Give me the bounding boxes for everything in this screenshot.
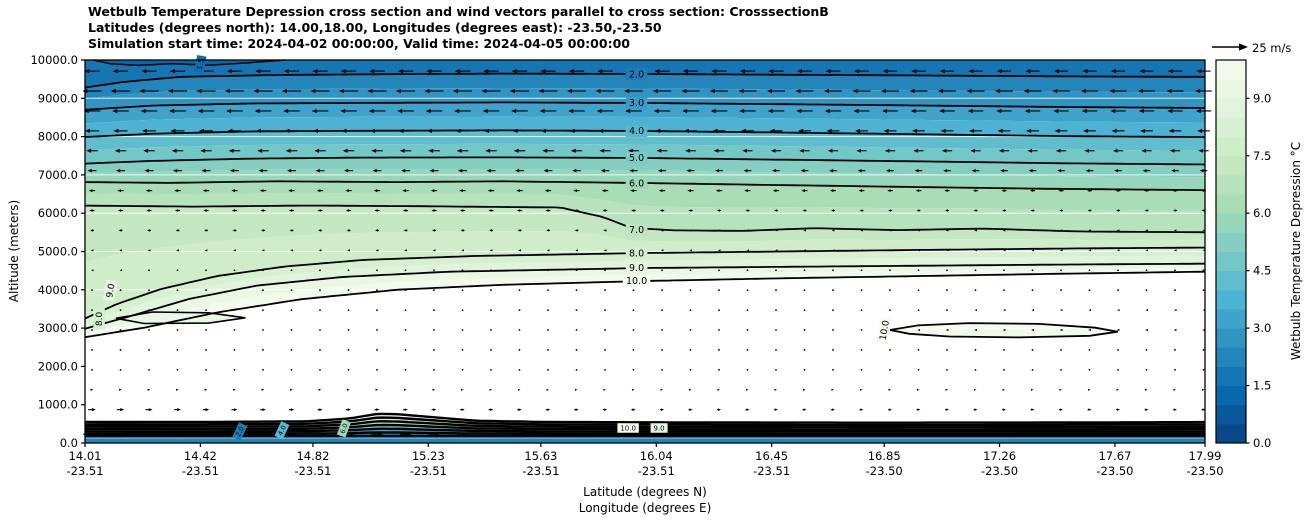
svg-text:4.5: 4.5 — [1253, 264, 1271, 278]
svg-text:3.0: 3.0 — [629, 98, 644, 109]
contour-label: 5.0 — [625, 152, 648, 164]
svg-text:2.0: 2.0 — [629, 69, 644, 80]
x-axis-label-lon: Longitude (degrees E) — [578, 501, 712, 515]
svg-text:3.0: 3.0 — [1253, 321, 1271, 335]
svg-text:16.04: 16.04 — [640, 449, 673, 463]
svg-text:6.0: 6.0 — [1253, 206, 1271, 220]
svg-text:-23.51: -23.51 — [753, 464, 790, 478]
quiver-key-label: 25 m/s — [1252, 41, 1292, 55]
chart-title-line2: Latitudes (degrees north): 14.00,18.00, … — [88, 20, 662, 35]
colorbar: 0.0 1.5 3.0 4.5 6.0 7.5 9.0 — [1215, 59, 1271, 450]
svg-text:4.0: 4.0 — [629, 126, 644, 137]
svg-text:10000.0: 10000.0 — [30, 53, 78, 67]
svg-text:-23.51: -23.51 — [294, 464, 331, 478]
colorbar-label: Wetbulb Temperature Depression °C — [1289, 141, 1303, 361]
contour-label: 3.0 — [625, 97, 648, 109]
svg-text:1.5: 1.5 — [1253, 379, 1271, 393]
svg-text:17.67: 17.67 — [1098, 449, 1131, 463]
wind-vectors — [82, 68, 1212, 437]
contour-label: 2.0 — [625, 68, 648, 80]
chart-title-line3: Simulation start time: 2024-04-02 00:00:… — [88, 36, 630, 51]
contour-label: 9.0 — [625, 262, 648, 274]
svg-text:17.26: 17.26 — [983, 449, 1016, 463]
contour-label: 8.0 — [93, 308, 105, 330]
svg-text:0.0: 0.0 — [60, 436, 78, 450]
quiver-key-arrow — [1212, 43, 1248, 51]
svg-text:10.0: 10.0 — [879, 319, 892, 341]
axes: 14.01-23.5114.42-23.5114.82-23.5115.23-2… — [30, 53, 1223, 478]
svg-text:8000.0: 8000.0 — [38, 130, 78, 144]
contour-label: 6.0 — [625, 177, 648, 189]
svg-text:3000.0: 3000.0 — [38, 321, 78, 335]
chart-title-line1: Wetbulb Temperature Depression cross sec… — [88, 4, 829, 19]
svg-text:0.0: 0.0 — [1253, 436, 1271, 450]
svg-text:-23.51: -23.51 — [410, 464, 447, 478]
svg-text:10.0: 10.0 — [626, 276, 647, 287]
svg-text:14.01: 14.01 — [69, 449, 102, 463]
svg-text:15.63: 15.63 — [524, 449, 557, 463]
svg-text:4000.0: 4000.0 — [38, 283, 78, 297]
contour-label: 10.0 — [622, 274, 651, 287]
svg-text:-23.51: -23.51 — [522, 464, 559, 478]
contour-label: 7.0 — [625, 224, 648, 236]
svg-text:6.0: 6.0 — [339, 422, 350, 434]
svg-text:4.0: 4.0 — [276, 424, 288, 437]
svg-text:2.0: 2.0 — [234, 425, 246, 438]
svg-text:-23.51: -23.51 — [638, 464, 675, 478]
svg-text:9000.0: 9000.0 — [38, 91, 78, 105]
contour-labels: 2.0 3.0 4.0 5.0 6.0 7.0 8.0 9.0 10.0 8.0 9.0 10.0 10… — [93, 55, 893, 441]
svg-text:9.0: 9.0 — [654, 424, 665, 432]
svg-text:16.85: 16.85 — [868, 449, 901, 463]
svg-text:5000.0: 5000.0 — [38, 245, 78, 259]
svg-text:-23.51: -23.51 — [66, 464, 103, 478]
svg-text:14.82: 14.82 — [296, 449, 329, 463]
svg-text:8.0: 8.0 — [95, 311, 105, 326]
svg-text:16.45: 16.45 — [755, 449, 788, 463]
svg-text:9.0: 9.0 — [105, 283, 117, 299]
svg-text:10.0: 10.0 — [620, 424, 636, 432]
svg-text:6000.0: 6000.0 — [38, 206, 78, 220]
packed-contour-lines — [85, 412, 1206, 438]
contour-label: 10.0 — [876, 316, 893, 345]
svg-text:1000.0: 1000.0 — [38, 398, 78, 412]
contour-label: 4.0 — [625, 125, 648, 137]
svg-text:7.5: 7.5 — [1253, 149, 1271, 163]
contour-label: 9.0 — [650, 423, 668, 433]
svg-text:17.99: 17.99 — [1189, 449, 1222, 463]
svg-text:-23.50: -23.50 — [981, 464, 1018, 478]
contour-label: 8.0 — [625, 247, 648, 259]
x-axis-label-lat: Latitude (degrees N) — [583, 485, 707, 499]
contour-label: 4.0 — [274, 421, 290, 440]
svg-text:-23.50: -23.50 — [866, 464, 903, 478]
contour-label: 10.0 — [617, 423, 639, 433]
svg-text:2000.0: 2000.0 — [38, 359, 78, 373]
contour-label: 2.0 — [232, 422, 248, 441]
svg-text:6.0: 6.0 — [629, 178, 644, 189]
svg-text:9.0: 9.0 — [1253, 91, 1271, 105]
svg-text:-23.50: -23.50 — [1186, 464, 1223, 478]
svg-text:9.0: 9.0 — [629, 263, 644, 274]
svg-text:15.23: 15.23 — [412, 449, 445, 463]
gridlines — [85, 97, 1205, 406]
contour-label: 9.0 — [102, 279, 118, 302]
y-axis-label: Altitude (meters) — [7, 199, 21, 303]
contour-label: 6.0 — [336, 419, 351, 438]
svg-text:-23.51: -23.51 — [182, 464, 219, 478]
svg-text:8.0: 8.0 — [629, 248, 644, 259]
svg-text:7000.0: 7000.0 — [38, 168, 78, 182]
svg-text:1.5: 1.5 — [196, 58, 206, 70]
svg-text:14.42: 14.42 — [184, 449, 217, 463]
svg-text:-23.50: -23.50 — [1096, 464, 1133, 478]
svg-text:7.0: 7.0 — [629, 225, 644, 236]
svg-text:5.0: 5.0 — [629, 153, 644, 164]
